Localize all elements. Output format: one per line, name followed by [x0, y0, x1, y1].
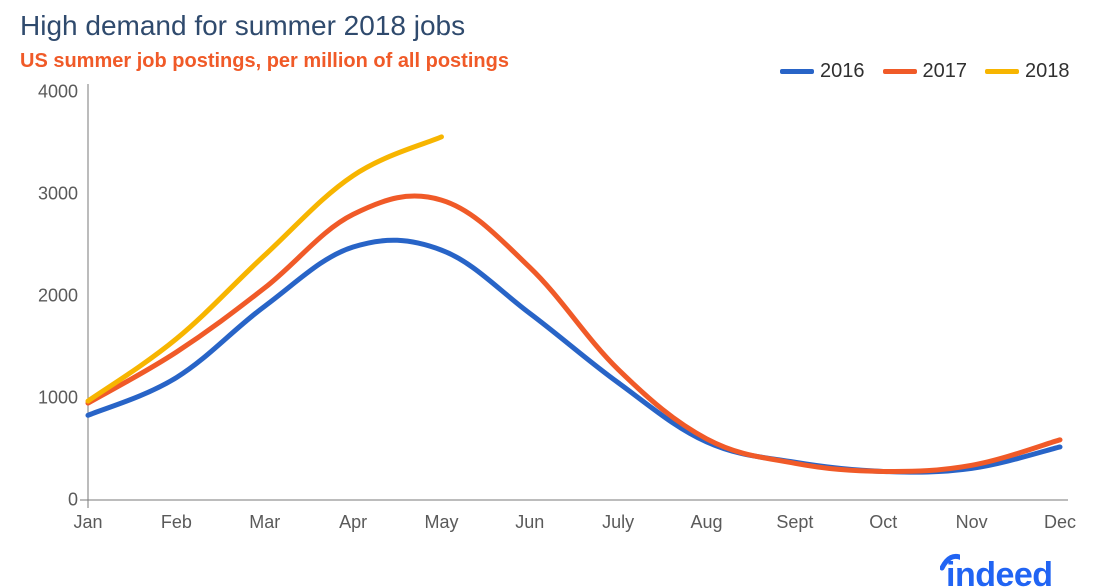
x-tick-label: Jun: [515, 512, 544, 533]
y-tick-label: 2000: [18, 286, 78, 307]
x-tick-label: Apr: [339, 512, 367, 533]
x-tick-label: Jan: [73, 512, 102, 533]
x-tick-label: Mar: [249, 512, 280, 533]
x-tick-label: Sept: [776, 512, 813, 533]
x-tick-label: Oct: [869, 512, 897, 533]
x-tick-label: May: [424, 512, 458, 533]
y-tick-label: 4000: [18, 82, 78, 103]
x-tick-label: Aug: [691, 512, 723, 533]
series-line: [88, 137, 441, 401]
indeed-logo: indeed: [940, 546, 1053, 588]
indeed-logo-mark: [940, 550, 960, 588]
y-tick-label: 1000: [18, 388, 78, 409]
chart-plot: [0, 0, 1094, 588]
x-tick-label: Dec: [1044, 512, 1076, 533]
x-tick-label: Feb: [161, 512, 192, 533]
y-tick-label: 0: [18, 490, 78, 511]
x-tick-label: Nov: [956, 512, 988, 533]
indeed-logo-text: indeed: [946, 556, 1053, 588]
series-line: [88, 240, 1060, 472]
x-tick-label: July: [602, 512, 634, 533]
y-tick-label: 3000: [18, 184, 78, 205]
